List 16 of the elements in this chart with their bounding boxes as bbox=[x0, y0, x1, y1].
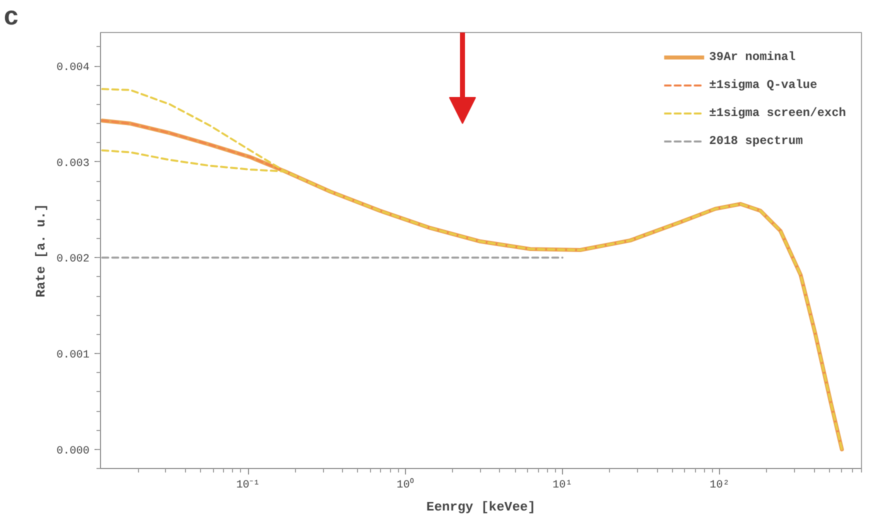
legend-label: ±1sigma screen/exch bbox=[709, 106, 846, 120]
x-axis-title: Eenrgy [keVee] bbox=[426, 500, 536, 514]
x-tick-label: 10⁻¹ bbox=[236, 480, 260, 492]
y-tick-label: 0.004 bbox=[56, 62, 90, 74]
legend-label: 39Ar nominal bbox=[709, 50, 796, 64]
y-axis-title: Rate [a. u.] bbox=[33, 204, 48, 298]
legend-label: ±1sigma Q-value bbox=[709, 78, 818, 92]
y-tick-label: 0.003 bbox=[56, 158, 90, 170]
legend-label: 2018 spectrum bbox=[709, 134, 803, 148]
y-tick-label: 0.002 bbox=[56, 254, 90, 266]
x-tick-label: 10² bbox=[710, 480, 730, 492]
x-tick-label: 10⁰ bbox=[396, 478, 414, 492]
y-tick-label: 0.001 bbox=[56, 350, 90, 362]
y-tick-label: 0.000 bbox=[56, 445, 90, 458]
x-tick-label: 10¹ bbox=[552, 480, 572, 492]
text: c bbox=[4, 2, 20, 32]
